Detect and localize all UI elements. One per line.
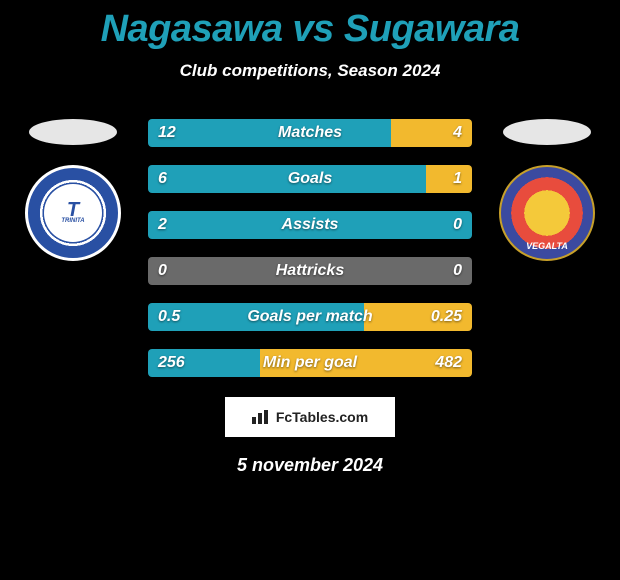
stat-bar-right xyxy=(426,165,472,193)
stat-row: 00Hattricks xyxy=(148,257,472,285)
right-column: VEGALTA xyxy=(492,119,602,261)
stat-value-right: 482 xyxy=(435,349,462,377)
stat-row: 20Assists xyxy=(148,211,472,239)
stat-row: 256482Min per goal xyxy=(148,349,472,377)
stat-bar-left xyxy=(148,211,472,239)
left-column: T TRINITA xyxy=(18,119,128,261)
stat-row: 124Matches xyxy=(148,119,472,147)
stat-value-left: 2 xyxy=(158,211,167,239)
main-row: T TRINITA 124Matches61Goals20Assists00Ha… xyxy=(0,119,620,377)
stat-value-right: 0 xyxy=(453,211,462,239)
attribution-text: FcTables.com xyxy=(276,409,368,425)
attribution-badge: FcTables.com xyxy=(225,397,395,437)
left-team-crest: T TRINITA xyxy=(25,165,121,261)
stat-value-left: 12 xyxy=(158,119,176,147)
stat-value-left: 0.5 xyxy=(158,303,180,331)
stat-value-right: 4 xyxy=(453,119,462,147)
stat-bar-left xyxy=(148,119,391,147)
stat-bar-left xyxy=(148,257,310,285)
right-crest-label: VEGALTA xyxy=(501,241,593,251)
stat-bar-left xyxy=(148,165,426,193)
subtitle: Club competitions, Season 2024 xyxy=(0,61,620,81)
stat-value-right: 0 xyxy=(453,257,462,285)
left-crest-letter: T xyxy=(67,202,79,218)
left-ellipse xyxy=(29,119,117,145)
date: 5 november 2024 xyxy=(0,455,620,476)
stat-value-left: 0 xyxy=(158,257,167,285)
stat-bar-left xyxy=(148,303,364,331)
stat-row: 61Goals xyxy=(148,165,472,193)
stat-value-left: 256 xyxy=(158,349,185,377)
stat-bar-right xyxy=(310,257,472,285)
stat-value-right: 1 xyxy=(453,165,462,193)
stat-value-right: 0.25 xyxy=(431,303,462,331)
infographic-root: Nagasawa vs Sugawara Club competitions, … xyxy=(0,0,620,580)
page-title: Nagasawa vs Sugawara xyxy=(0,0,620,51)
right-team-crest: VEGALTA xyxy=(499,165,595,261)
left-crest-sub: TRINITA xyxy=(61,218,84,224)
chart-icon xyxy=(252,410,270,424)
stat-bars: 124Matches61Goals20Assists00Hattricks0.5… xyxy=(148,119,472,377)
right-ellipse xyxy=(503,119,591,145)
stat-value-left: 6 xyxy=(158,165,167,193)
stat-row: 0.50.25Goals per match xyxy=(148,303,472,331)
